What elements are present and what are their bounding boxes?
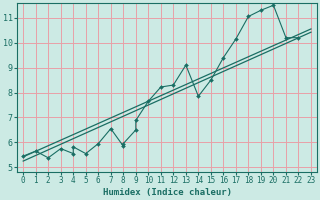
X-axis label: Humidex (Indice chaleur): Humidex (Indice chaleur) — [103, 188, 232, 197]
